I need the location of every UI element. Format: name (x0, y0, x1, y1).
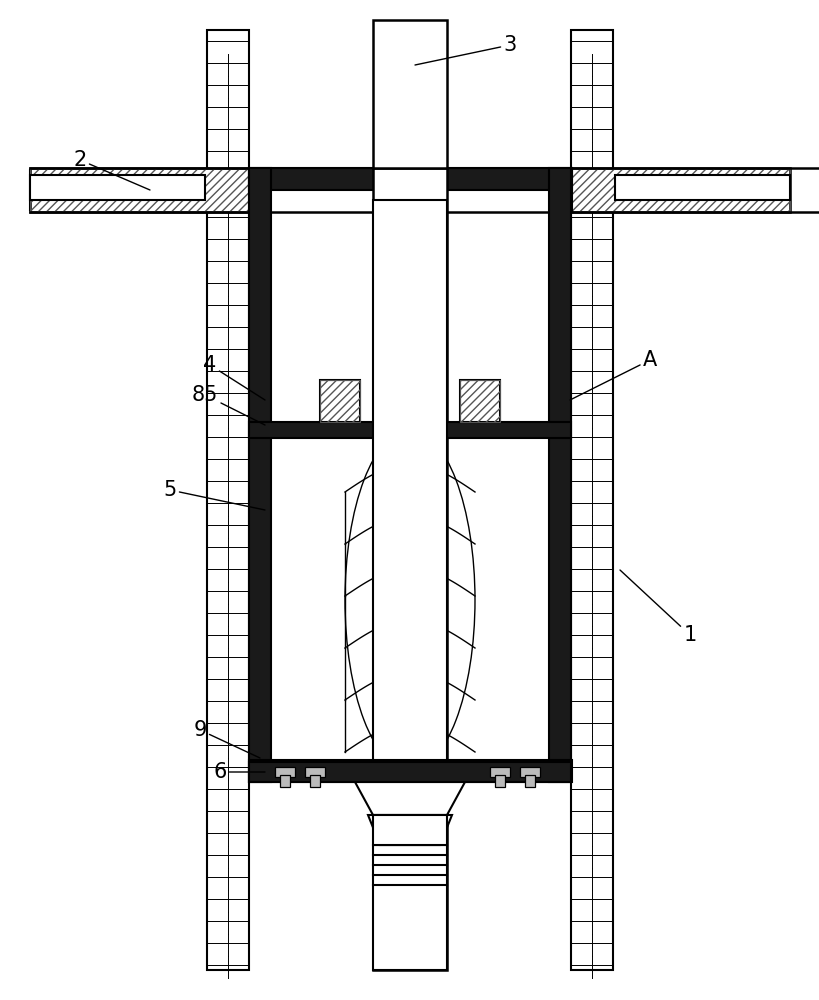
Bar (319, 380, 360, 422)
Bar (373, 168, 446, 970)
Bar (495, 775, 505, 787)
Text: 2: 2 (73, 150, 150, 190)
Bar (524, 775, 534, 787)
Text: 5: 5 (163, 480, 265, 510)
Bar (30, 175, 205, 200)
Bar (319, 380, 360, 422)
Bar (274, 767, 295, 777)
Bar (249, 168, 270, 782)
Text: A: A (569, 350, 656, 400)
Bar (373, 815, 446, 845)
Bar (270, 190, 549, 760)
Bar (614, 175, 789, 200)
Bar (459, 380, 500, 422)
Bar (279, 775, 290, 787)
Bar (519, 767, 540, 777)
Bar (249, 760, 572, 782)
Text: 3: 3 (414, 35, 516, 65)
Bar (373, 20, 446, 168)
Bar (249, 168, 572, 212)
Bar (249, 762, 570, 782)
Bar (570, 30, 613, 970)
Polygon shape (355, 782, 464, 815)
Bar (249, 422, 570, 438)
Text: 6: 6 (213, 762, 265, 782)
Bar (373, 200, 446, 760)
Bar (459, 380, 500, 422)
Bar (30, 168, 789, 212)
Text: 1: 1 (619, 570, 696, 645)
Bar (490, 767, 509, 777)
Bar (206, 30, 249, 970)
Polygon shape (368, 815, 451, 845)
Bar (310, 775, 319, 787)
Text: 85: 85 (192, 385, 265, 425)
Bar (30, 170, 789, 210)
Bar (30, 168, 789, 212)
Text: 4: 4 (203, 355, 265, 400)
Bar (549, 168, 570, 782)
Bar (249, 168, 572, 190)
Bar (30, 170, 789, 210)
Bar (305, 767, 324, 777)
Text: 9: 9 (193, 720, 260, 758)
Bar (373, 845, 446, 970)
